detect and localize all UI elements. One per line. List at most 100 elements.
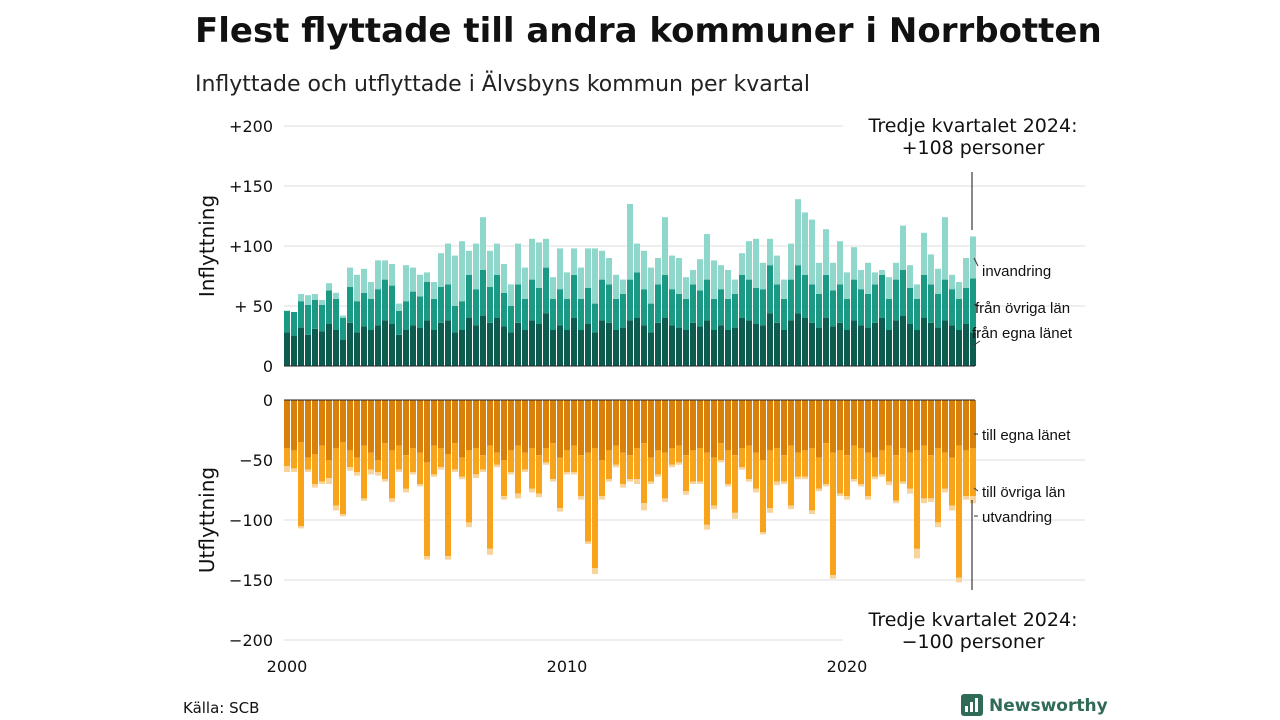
bar-out-utvandring <box>816 488 822 492</box>
annotation-bottom-line2: −100 personer <box>902 631 1045 653</box>
bar-in-egna-lanet <box>718 325 724 366</box>
bar-out-utvandring <box>319 481 325 484</box>
bar-out-egna-lanet <box>669 400 675 448</box>
bar-in-ovriga-lan <box>312 300 318 329</box>
bar-in-ovriga-lan <box>879 274 885 318</box>
bar-out-ovriga-lan <box>732 455 738 513</box>
bar-in-invandring <box>844 272 850 299</box>
bar-out-utvandring <box>781 481 787 484</box>
bar-in-invandring <box>445 243 451 285</box>
bar-out-utvandring <box>438 467 444 470</box>
bar-out-ovriga-lan <box>844 455 850 496</box>
bar-in-ovriga-lan <box>585 288 591 324</box>
bar-in-ovriga-lan <box>368 298 374 330</box>
bar-out-egna-lanet <box>641 400 647 444</box>
bar-out-ovriga-lan <box>865 452 871 496</box>
bar-out-egna-lanet <box>690 400 696 451</box>
y-tick-label-top: 0 <box>263 357 273 376</box>
bar-out-utvandring <box>522 469 528 472</box>
bar-out-utvandring <box>459 476 465 480</box>
bar-out-ovriga-lan <box>494 452 500 465</box>
bar-in-ovriga-lan <box>921 274 927 318</box>
bar-in-egna-lanet <box>613 330 619 366</box>
bar-in-invandring <box>326 283 332 291</box>
bar-in-ovriga-lan <box>718 289 724 326</box>
bar-in-ovriga-lan <box>291 312 297 336</box>
bar-out-egna-lanet <box>830 400 836 453</box>
bar-out-egna-lanet <box>459 400 465 458</box>
bar-out-utvandring <box>284 466 290 472</box>
bar-out-utvandring <box>697 481 703 484</box>
bar-in-egna-lanet <box>375 325 381 366</box>
bar-out-utvandring <box>375 472 381 476</box>
bar-in-invandring <box>935 268 941 294</box>
bar-out-ovriga-lan <box>550 443 556 480</box>
bar-out-ovriga-lan <box>564 450 570 472</box>
bar-in-ovriga-lan <box>382 279 388 321</box>
bar-in-ovriga-lan <box>487 286 493 323</box>
bar-in-ovriga-lan <box>354 301 360 333</box>
bar-out-egna-lanet <box>375 400 381 460</box>
bar-out-egna-lanet <box>564 400 570 451</box>
bar-in-egna-lanet <box>858 325 864 366</box>
bar-out-egna-lanet <box>788 400 794 446</box>
bar-out-utvandring <box>928 498 934 502</box>
bar-out-egna-lanet <box>900 400 906 448</box>
bar-out-utvandring <box>655 474 661 477</box>
bar-out-egna-lanet <box>298 400 304 442</box>
bar-out-utvandring <box>620 484 626 488</box>
bar-in-ovriga-lan <box>536 288 542 324</box>
bar-out-egna-lanet <box>655 400 661 451</box>
bar-in-ovriga-lan <box>935 294 941 328</box>
bar-in-invandring <box>536 242 542 288</box>
bar-in-invandring <box>753 238 759 288</box>
bars-bottom <box>284 400 976 583</box>
bar-in-invandring <box>515 243 521 285</box>
bar-in-invandring <box>522 267 528 299</box>
bar-out-ovriga-lan <box>585 452 591 542</box>
bar-in-invandring <box>382 260 388 280</box>
bar-out-utvandring <box>914 548 920 559</box>
bar-in-invandring <box>473 243 479 290</box>
bar-in-egna-lanet <box>760 325 766 366</box>
bar-out-utvandring <box>809 510 815 514</box>
y-tick-label-bottom: 0 <box>263 391 273 410</box>
bar-in-egna-lanet <box>774 322 780 366</box>
bar-in-egna-lanet <box>403 330 409 366</box>
bar-out-utvandring <box>291 468 297 472</box>
bar-out-utvandring <box>690 481 696 484</box>
bar-out-egna-lanet <box>585 400 591 453</box>
bar-in-ovriga-lan <box>753 288 759 324</box>
bar-in-egna-lanet <box>326 324 332 366</box>
bar-in-ovriga-lan <box>417 296 423 328</box>
bar-out-ovriga-lan <box>501 460 507 496</box>
bar-in-egna-lanet <box>543 313 549 366</box>
bar-out-egna-lanet <box>592 400 598 448</box>
bar-in-invandring <box>718 265 724 290</box>
bar-in-egna-lanet <box>396 334 402 366</box>
bar-out-utvandring <box>704 524 710 530</box>
bars-top <box>284 199 976 366</box>
bar-in-invandring <box>907 265 913 288</box>
bar-in-ovriga-lan <box>704 279 710 321</box>
bar-out-egna-lanet <box>452 400 458 444</box>
bar-out-utvandring <box>683 491 689 495</box>
bar-out-utvandring <box>627 479 633 482</box>
bar-in-invandring <box>305 295 311 305</box>
bar-in-egna-lanet <box>893 320 899 366</box>
bar-in-egna-lanet <box>480 315 486 366</box>
bar-in-egna-lanet <box>732 327 738 366</box>
bar-out-egna-lanet <box>914 400 920 451</box>
bar-out-utvandring <box>879 474 885 477</box>
bar-in-egna-lanet <box>354 332 360 366</box>
bar-out-ovriga-lan <box>879 450 885 475</box>
bar-in-invandring <box>298 294 304 302</box>
bar-out-ovriga-lan <box>942 452 948 489</box>
bar-out-ovriga-lan <box>466 450 472 523</box>
bar-in-egna-lanet <box>746 320 752 366</box>
series-label-till-egna-lanet: till egna länet <box>982 427 1071 444</box>
x-ticks: 2000 2010 2020 <box>267 657 868 676</box>
bar-in-egna-lanet <box>928 322 934 366</box>
bar-out-ovriga-lan <box>725 450 731 484</box>
bar-out-egna-lanet <box>760 400 766 460</box>
